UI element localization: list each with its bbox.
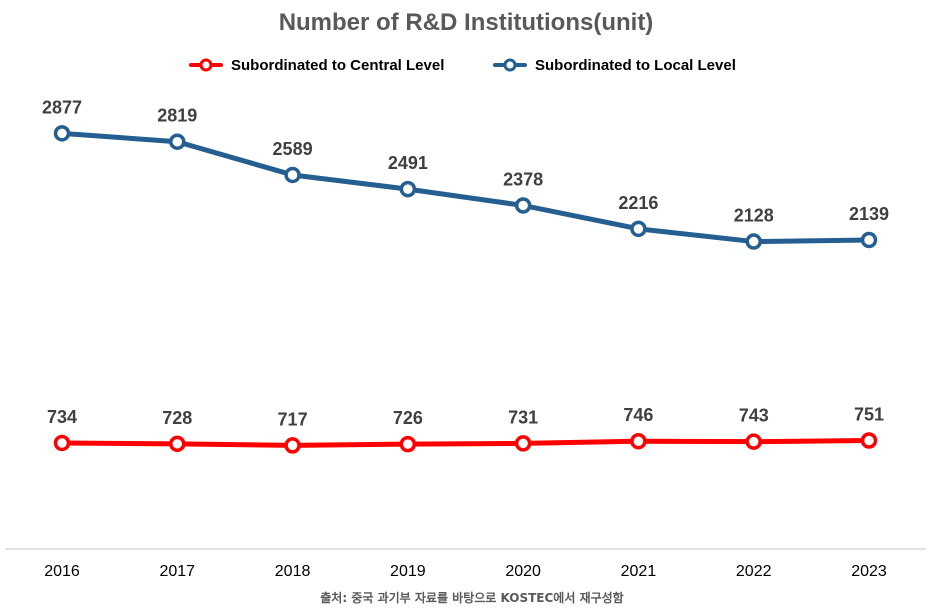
data-point-local[interactable] (514, 197, 532, 214)
x-tick-label: 2019 (390, 563, 426, 580)
data-point-central[interactable] (53, 434, 71, 452)
x-tick-label: 2017 (159, 563, 195, 580)
series-central: 734 728 717 726 731 746 743 751 (47, 405, 884, 454)
chart-title: Number of R&D Institutions(unit) (279, 9, 654, 36)
data-point-central[interactable] (860, 432, 878, 449)
data-label-central: 751 (854, 405, 884, 425)
legend-label-central: Subordinated to Central Level (231, 57, 444, 74)
data-point-local[interactable] (399, 180, 417, 198)
legend: Subordinated to Central Level Subordinat… (189, 57, 736, 74)
data-label-central: 726 (393, 408, 423, 428)
legend-marker-local (503, 58, 517, 72)
data-point-local[interactable] (745, 233, 762, 250)
series-line-central (59, 438, 872, 448)
data-label-local: 2139 (849, 204, 889, 224)
data-point-local[interactable] (53, 125, 71, 142)
data-point-local[interactable] (630, 220, 647, 238)
x-tick-label: 2022 (736, 563, 772, 580)
data-label-local: 2378 (503, 169, 543, 189)
legend-marker-central (199, 58, 213, 72)
x-axis-ticks: 2016 2017 2018 2019 2020 2021 2022 2023 (44, 563, 887, 580)
series-line-local (59, 130, 872, 245)
data-label-central: 731 (508, 407, 538, 427)
data-point-local[interactable] (169, 133, 186, 150)
series-local: 2877 2819 2589 2491 2378 2216 2128 2139 (42, 97, 889, 250)
data-point-central[interactable] (745, 433, 762, 450)
data-label-local: 2819 (157, 106, 197, 126)
data-label-central: 734 (47, 407, 77, 427)
data-point-central[interactable] (169, 435, 186, 453)
data-label-local: 2216 (618, 193, 658, 213)
x-tick-label: 2016 (44, 563, 80, 580)
data-point-central[interactable] (514, 435, 532, 452)
data-label-local: 2877 (42, 97, 82, 117)
legend-item-local[interactable]: Subordinated to Local Level (493, 57, 736, 74)
series-layer: 734 728 717 726 731 746 743 751 2877 2819 2589 2491… (42, 97, 889, 454)
data-label-central: 717 (278, 409, 308, 429)
data-label-local: 2589 (273, 139, 313, 159)
legend-item-central[interactable]: Subordinated to Central Level (189, 57, 444, 74)
x-tick-label: 2021 (621, 563, 657, 580)
data-label-central: 746 (623, 405, 653, 425)
data-label-central: 743 (739, 406, 769, 426)
source-note: 출처: 중국 과기부 자료를 바탕으로 KOSTEC에서 재구성함 (320, 590, 623, 605)
data-point-central[interactable] (399, 435, 417, 453)
data-point-central[interactable] (284, 437, 301, 454)
data-point-central[interactable] (630, 432, 647, 450)
x-tick-label: 2023 (851, 563, 887, 580)
legend-label-local: Subordinated to Local Level (535, 57, 736, 74)
data-point-local[interactable] (860, 231, 878, 249)
x-tick-label: 2018 (275, 563, 311, 580)
data-label-central: 728 (162, 408, 192, 428)
data-label-local: 2491 (388, 153, 428, 173)
data-point-local[interactable] (284, 166, 301, 184)
x-tick-label: 2020 (505, 563, 541, 580)
data-label-local: 2128 (734, 206, 774, 226)
